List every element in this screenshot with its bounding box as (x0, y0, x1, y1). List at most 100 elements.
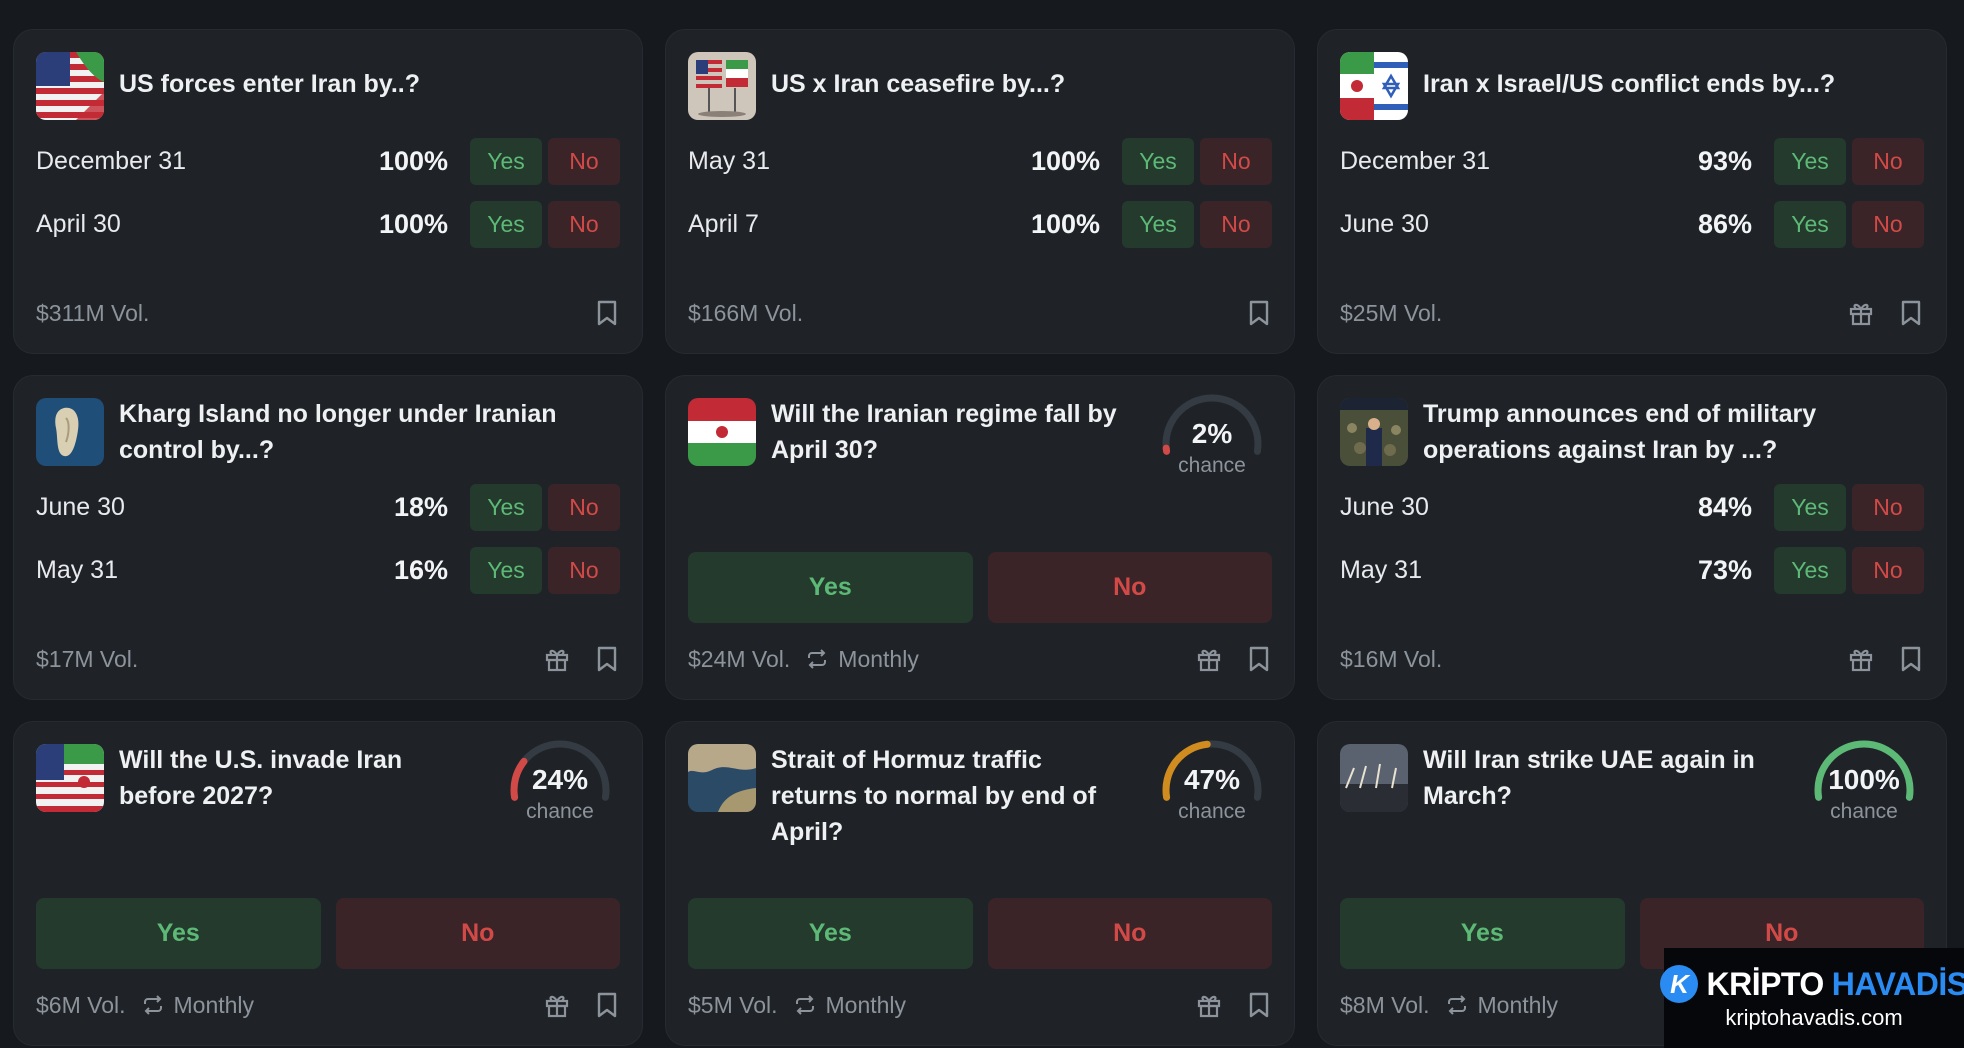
outcome-row[interactable]: May 31 100% Yes No (688, 138, 1272, 185)
chance-value: 100% (1828, 764, 1900, 795)
outcome-row[interactable]: May 31 16% Yes No (36, 547, 620, 594)
outcome-percent: 16% (393, 555, 448, 585)
outcome-label: May 31 (688, 147, 770, 175)
no-button[interactable]: No (1852, 484, 1924, 531)
bookmark-icon[interactable] (594, 300, 620, 326)
market-title[interactable]: US x Iran ceasefire by...? (771, 70, 1066, 98)
market-title[interactable]: Will Iran strike UAE again in March? (1423, 746, 1755, 810)
buy-no-button[interactable]: No (987, 552, 1272, 623)
strait-map-thumbnail (688, 744, 756, 812)
no-button[interactable]: No (548, 138, 620, 185)
market-grid: US forces enter Iran by..? December 31 1… (13, 29, 1947, 1046)
outcome-percent: 84% (1697, 492, 1752, 522)
gift-icon[interactable] (544, 646, 570, 672)
outcome-row[interactable]: April 30 100% Yes No (36, 201, 620, 248)
bookmark-icon[interactable] (1898, 646, 1924, 672)
missile-photo-thumbnail (1340, 744, 1408, 812)
yes-button[interactable]: Yes (1774, 484, 1846, 531)
gift-icon[interactable] (1848, 300, 1874, 326)
no-button[interactable]: No (1852, 201, 1924, 248)
chance-gauge: 47% chance (1152, 738, 1272, 823)
buy-yes-button[interactable]: Yes (36, 898, 321, 969)
market-card[interactable]: US x Iran ceasefire by...? May 31 100% Y… (665, 29, 1295, 354)
bookmark-icon[interactable] (594, 646, 620, 672)
outcome-row[interactable]: May 31 73% Yes No (1340, 547, 1924, 594)
bookmark-icon[interactable] (1246, 992, 1272, 1018)
market-card[interactable]: Iran x Israel/US conflict ends by...? De… (1317, 29, 1947, 354)
volume-label: $16M Vol. (1340, 645, 1443, 672)
outcome-row[interactable]: June 30 86% Yes No (1340, 201, 1924, 248)
yes-button[interactable]: Yes (1122, 201, 1194, 248)
market-title[interactable]: Trump announces end of military operatio… (1423, 400, 1817, 464)
watermark-logo: K KRİPTO HAVADİS kriptohavadis.com (1660, 948, 1964, 1048)
yes-button[interactable]: Yes (470, 547, 542, 594)
outcome-percent: 100% (378, 146, 448, 176)
outcome-percent: 100% (1030, 146, 1100, 176)
yes-button[interactable]: Yes (1774, 138, 1846, 185)
no-button[interactable]: No (548, 484, 620, 531)
chance-label: chance (1178, 454, 1246, 477)
market-card[interactable]: Will the U.S. invade Iran before 2027? 2… (13, 721, 643, 1046)
no-button[interactable]: No (548, 547, 620, 594)
market-title[interactable]: Iran x Israel/US conflict ends by...? (1423, 70, 1836, 98)
outcome-row[interactable]: April 7 100% Yes No (688, 201, 1272, 248)
market-card[interactable]: Strait of Hormuz traffic returns to norm… (665, 721, 1295, 1046)
outcome-label: June 30 (1340, 210, 1429, 238)
market-title[interactable]: Will the Iranian regime fall by April 30… (771, 400, 1117, 464)
market-card[interactable]: Will the Iranian regime fall by April 30… (665, 375, 1295, 700)
volume-label: $17M Vol. (36, 645, 139, 672)
market-card[interactable]: Trump announces end of military operatio… (1317, 375, 1947, 700)
volume-label: $8M Vol. (1340, 991, 1430, 1018)
recurrence-label: Monthly (794, 992, 906, 1019)
buy-yes-button[interactable]: Yes (688, 898, 973, 969)
market-card[interactable]: US forces enter Iran by..? December 31 1… (13, 29, 643, 354)
outcome-label: December 31 (1340, 147, 1491, 175)
us-iran-flag-thumbnail (36, 744, 104, 812)
no-button[interactable]: No (1200, 201, 1272, 248)
bookmark-icon[interactable] (1246, 300, 1272, 326)
market-title[interactable]: US forces enter Iran by..? (119, 70, 421, 98)
market-title[interactable]: Strait of Hormuz traffic returns to norm… (771, 746, 1097, 846)
island-map-thumbnail (36, 398, 104, 466)
buy-no-button[interactable]: No (987, 898, 1272, 969)
bookmark-icon[interactable] (1898, 300, 1924, 326)
gift-icon[interactable] (544, 992, 570, 1018)
outcome-label: December 31 (36, 147, 187, 175)
outcome-percent: 18% (393, 492, 448, 522)
gift-icon[interactable] (1196, 646, 1222, 672)
yes-button[interactable]: Yes (470, 484, 542, 531)
bookmark-icon[interactable] (1246, 646, 1272, 672)
yes-button[interactable]: Yes (470, 138, 542, 185)
gift-icon[interactable] (1196, 992, 1222, 1018)
yes-button[interactable]: Yes (1122, 138, 1194, 185)
market-card[interactable]: Kharg Island no longer under Iranian con… (13, 375, 643, 700)
outcome-percent: 73% (1697, 555, 1752, 585)
no-button[interactable]: No (1200, 138, 1272, 185)
yes-button[interactable]: Yes (470, 201, 542, 248)
gift-icon[interactable] (1848, 646, 1874, 672)
outcome-label: May 31 (36, 556, 118, 584)
no-button[interactable]: No (1852, 547, 1924, 594)
no-button[interactable]: No (1852, 138, 1924, 185)
outcome-row[interactable]: June 30 84% Yes No (1340, 484, 1924, 531)
no-button[interactable]: No (548, 201, 620, 248)
outcome-percent: 100% (378, 209, 448, 239)
brand-name-part2: HAVADİS (1831, 965, 1964, 1002)
market-title[interactable]: Will the U.S. invade Iran before 2027? (119, 746, 403, 810)
outcome-label: May 31 (1340, 556, 1422, 584)
buy-no-button[interactable]: No (335, 898, 620, 969)
outcome-row[interactable]: December 31 93% Yes No (1340, 138, 1924, 185)
brand-logo-icon: K (1660, 965, 1699, 1003)
market-title[interactable]: Kharg Island no longer under Iranian con… (119, 400, 557, 464)
buy-yes-button[interactable]: Yes (688, 552, 973, 623)
outcome-row[interactable]: December 31 100% Yes No (36, 138, 620, 185)
bookmark-icon[interactable] (594, 992, 620, 1018)
outcome-label: June 30 (1340, 493, 1429, 521)
outcome-percent: 93% (1697, 146, 1752, 176)
iran-israel-flag-thumbnail (1340, 52, 1408, 120)
yes-button[interactable]: Yes (1774, 201, 1846, 248)
outcome-row[interactable]: June 30 18% Yes No (36, 484, 620, 531)
repeat-icon (143, 995, 162, 1015)
yes-button[interactable]: Yes (1774, 547, 1846, 594)
buy-yes-button[interactable]: Yes (1340, 898, 1625, 969)
